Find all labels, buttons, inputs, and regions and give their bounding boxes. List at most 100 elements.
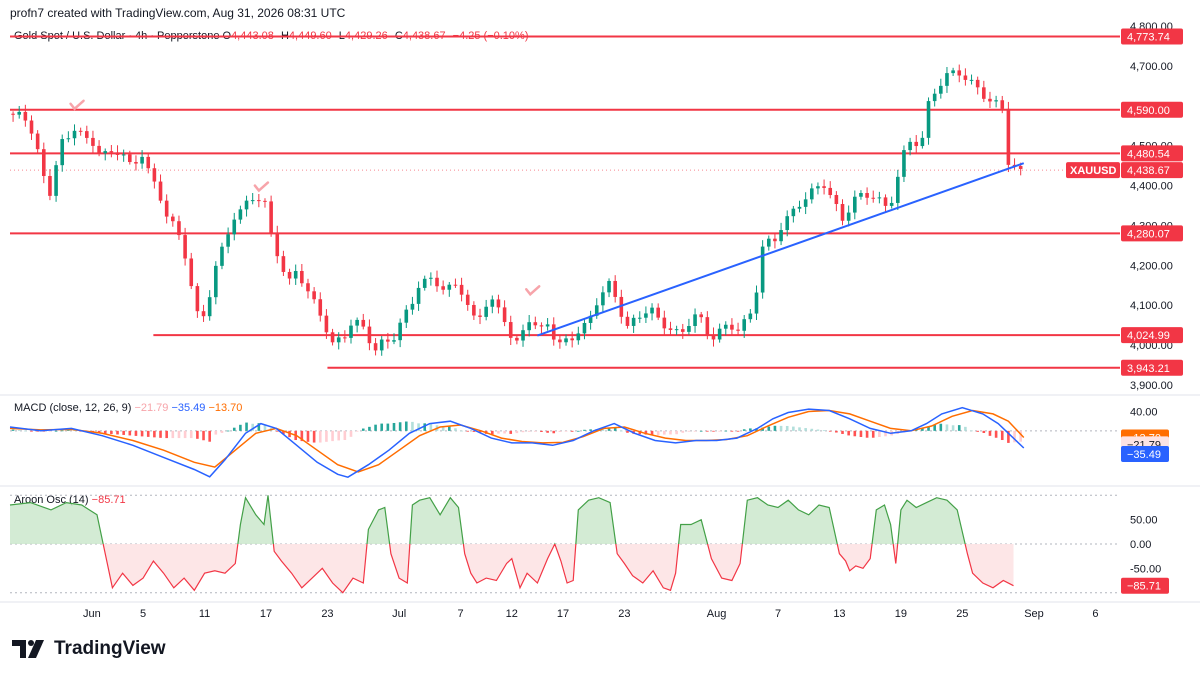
candle-body <box>35 133 40 150</box>
macd-histogram-bar <box>951 425 955 431</box>
candle-body <box>109 151 114 153</box>
candle-body <box>17 111 22 115</box>
candle-body <box>932 93 937 102</box>
macd-histogram-bar <box>589 429 592 431</box>
aroon-line-negative <box>102 544 1014 594</box>
candle-body <box>11 113 15 115</box>
candle-body <box>588 315 593 323</box>
macd-histogram-bar <box>650 430 654 436</box>
candle-body <box>60 139 65 166</box>
candle-body <box>975 79 980 88</box>
macd-histogram-bar <box>613 427 617 431</box>
candle-body <box>515 337 519 341</box>
macd-histogram-bar <box>945 424 949 431</box>
candle-body <box>883 197 888 206</box>
macd-histogram-bar <box>343 430 347 440</box>
candle-body <box>760 246 765 293</box>
macd-histogram-bar <box>337 430 341 441</box>
macd-histogram-bar <box>552 430 556 434</box>
macd-histogram-bar <box>939 423 943 431</box>
macd-histogram-bar <box>1000 430 1004 441</box>
macd-histogram-bar <box>712 430 715 432</box>
candle-body <box>865 193 869 198</box>
macd-histogram-bar <box>48 430 52 432</box>
macd-histogram-bar <box>214 430 218 435</box>
macd-histogram-bar <box>146 430 150 437</box>
macd-histogram-bar <box>976 430 979 432</box>
time-axis[interactable]: Jun 5 11 17 23 Jul 7 12 17 23 Aug 7 13 19 25 Sep 6 <box>83 608 1098 620</box>
candle-body <box>349 325 353 338</box>
chart-canvas[interactable]: 40.00−13.70−21.79−35.49 50.000.00-50.00−… <box>0 0 1200 630</box>
candle-body <box>766 238 771 247</box>
price-axis[interactable]: 4,800.004,700.004,600.004,500.004,400.00… <box>1066 21 1183 392</box>
macd-histogram-bar <box>239 424 242 431</box>
candle-body <box>97 145 101 154</box>
time-tick-label: 7 <box>775 608 781 620</box>
candle-body <box>908 141 912 151</box>
macd-histogram-bar <box>663 430 666 435</box>
macd-histogram-bar <box>669 430 672 435</box>
candle-body <box>447 284 452 290</box>
time-tick-label: 19 <box>895 608 907 620</box>
candle-body <box>85 131 89 138</box>
candle-body <box>48 176 52 196</box>
macd-histogram-bar <box>706 430 709 432</box>
candle-body <box>300 270 304 284</box>
macd-histogram-bar <box>1007 430 1010 443</box>
time-tick-label: 11 <box>199 608 210 620</box>
candle-body <box>293 270 298 279</box>
candle-body <box>429 277 433 279</box>
attribution-header: profn7 created with TradingView.com, Aug… <box>10 6 346 20</box>
candle-body <box>1000 100 1005 109</box>
candle-body <box>171 216 175 222</box>
candle-body <box>140 156 144 164</box>
aroon-tick-label: 0.00 <box>1130 539 1151 551</box>
macd-histogram-bar <box>232 427 236 431</box>
macd-histogram-bar <box>306 430 310 442</box>
macd-histogram-bar <box>718 430 721 432</box>
macd-histogram-bar <box>202 430 205 441</box>
macd-histogram-bar <box>73 430 76 432</box>
candle-body <box>705 317 710 335</box>
candle-body <box>742 319 747 331</box>
trendline[interactable] <box>537 162 1025 337</box>
candle-body <box>797 206 802 209</box>
macd-histogram-bar <box>607 428 611 431</box>
candle-body <box>834 195 839 205</box>
checkmark-icon <box>524 285 541 297</box>
candle-body <box>183 235 187 259</box>
price-tick-label: 4,400.00 <box>1130 181 1173 193</box>
level-price-tag-text: 4,590.00 <box>1127 105 1170 117</box>
macd-histogram-bar <box>447 426 451 431</box>
macd-histogram-bar <box>177 430 181 439</box>
aroon-value-tag <box>1121 577 1169 594</box>
macd-hist-value: −21.79 <box>134 402 169 414</box>
horizontal-levels <box>10 35 1120 369</box>
candle-body <box>656 307 660 318</box>
macd-histogram-bar <box>300 430 304 442</box>
macd-histogram-bar <box>693 430 697 432</box>
price-tick-label: 4,100.00 <box>1130 300 1173 312</box>
candle-body <box>969 79 974 81</box>
candle-body <box>367 326 372 344</box>
candle-body <box>607 280 611 293</box>
level-price-tag <box>1121 28 1183 45</box>
checkmark-icon <box>69 99 85 111</box>
candle-body <box>386 339 390 342</box>
candle-body <box>465 294 470 305</box>
candle-body <box>840 204 845 221</box>
macd-histogram-bar <box>441 426 445 431</box>
macd-histogram-bar <box>847 430 850 436</box>
macd-histogram-bar <box>527 430 531 432</box>
candle-body <box>164 200 169 217</box>
macd-histogram-bar <box>398 422 402 431</box>
macd-histogram-bar <box>460 430 463 432</box>
macd-histogram-bar <box>835 430 838 433</box>
macd-histogram-bar <box>699 430 703 432</box>
candle-body <box>613 280 617 297</box>
aroon-pane: 50.00 0.00 -50.00 −85.71 <box>9 494 1169 594</box>
macd-histogram-bar <box>318 430 322 443</box>
macd-histogram-bar <box>957 425 961 431</box>
candle-body <box>803 199 808 207</box>
candle-body <box>435 277 439 287</box>
